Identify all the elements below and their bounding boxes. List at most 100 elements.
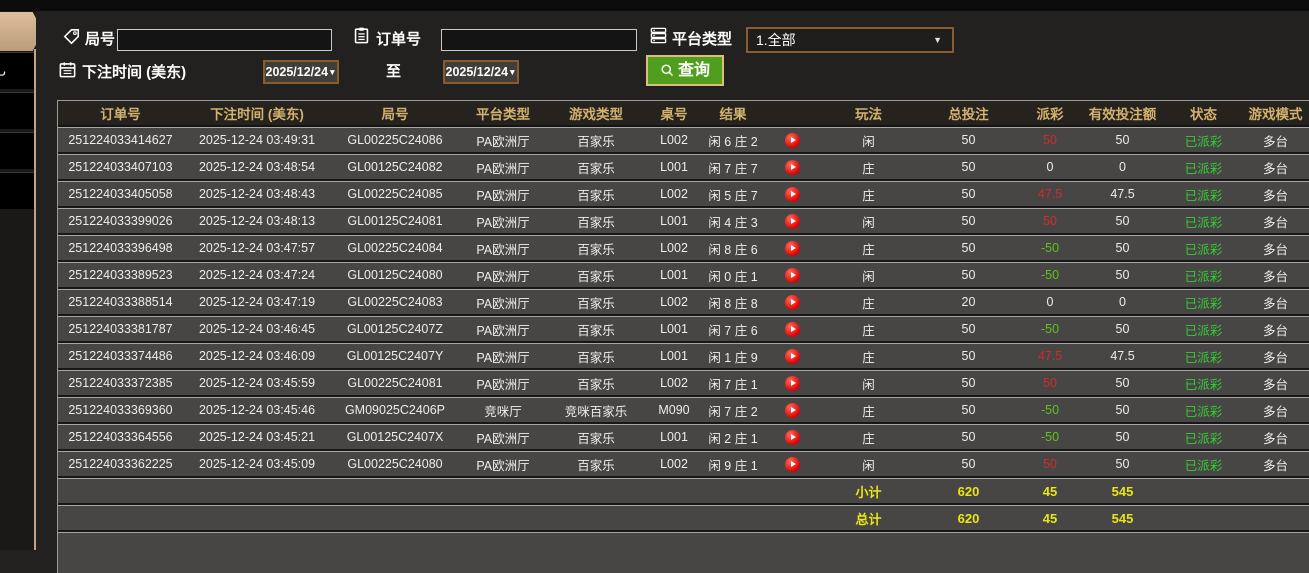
cell-payout: 0 [1021, 154, 1079, 181]
replay-icon[interactable] [784, 375, 800, 391]
cell-result: 闲 1 庄 9 [703, 343, 763, 370]
date-to-separator: 至 [386, 63, 402, 80]
cell-platform: PA欧洲厅 [459, 154, 547, 181]
cell-payout: 47.5 [1021, 181, 1079, 208]
platform-type-select[interactable]: 1.全部 ▼ [746, 27, 954, 53]
cell-bet-time: 2025-12-24 03:45:59 [183, 370, 331, 397]
cell-payout: -50 [1021, 424, 1079, 451]
column-header: 总投注 [916, 100, 1021, 127]
table-row: 251224033407103 2025-12-24 03:48:54 GL0012… [58, 154, 1309, 181]
cell-status: 已派彩 [1166, 370, 1241, 397]
replay-icon[interactable] [784, 321, 800, 337]
replay-icon[interactable] [784, 348, 800, 364]
cell-result: 闲 9 庄 1 [703, 451, 763, 478]
sidebar-item[interactable] [0, 132, 34, 169]
cell-play: 闲 [821, 262, 916, 289]
subtotal-row: 小计 620 45 545 [58, 478, 1309, 505]
clipboard-icon [352, 26, 371, 45]
cell-game-no: GL00125C2407X [331, 424, 459, 451]
cell-order-no: 251224033374486 [58, 343, 183, 370]
total-label: 总计 [821, 505, 916, 532]
cell-total-bet: 50 [916, 154, 1021, 181]
column-header: 结果 [703, 100, 763, 127]
cell-mode: 多台 [1241, 235, 1309, 262]
cell-payout: -50 [1021, 262, 1079, 289]
cell-replay [763, 451, 821, 478]
cell-game-type: 百家乐 [547, 235, 645, 262]
cell-bet-time: 2025-12-24 03:46:45 [183, 316, 331, 343]
table-row: 251224033405058 2025-12-24 03:48:43 GL0022… [58, 181, 1309, 208]
cell-payout: 0 [1021, 289, 1079, 316]
column-header: 局号 [331, 100, 459, 127]
cell-payout: 50 [1021, 208, 1079, 235]
sidebar-item[interactable]: 乚 [0, 52, 34, 89]
sidebar-divider [34, 49, 36, 550]
cell-result: 闲 6 庄 2 [703, 127, 763, 154]
cell-result: 闲 5 庄 7 [703, 181, 763, 208]
cell-platform: PA欧洲厅 [459, 289, 547, 316]
cell-result: 闲 8 庄 8 [703, 289, 763, 316]
replay-icon[interactable] [784, 186, 800, 202]
cell-game-type: 百家乐 [547, 262, 645, 289]
total-total-bet: 620 [916, 505, 1021, 532]
replay-icon[interactable] [784, 132, 800, 148]
replay-icon[interactable] [784, 213, 800, 229]
cell-total-bet: 50 [916, 370, 1021, 397]
subtotal-spacer [58, 478, 821, 505]
cell-game-no: GL00225C24080 [331, 451, 459, 478]
replay-icon[interactable] [784, 294, 800, 310]
empty-cell [58, 532, 1309, 573]
cell-bet-time: 2025-12-24 03:47:19 [183, 289, 331, 316]
total-spacer [1241, 505, 1309, 532]
cell-valid-bet: 50 [1079, 235, 1166, 262]
column-header: 派彩 [1021, 100, 1079, 127]
cell-valid-bet: 0 [1079, 154, 1166, 181]
cell-table-no: L001 [645, 154, 703, 181]
cell-order-no: 251224033405058 [58, 181, 183, 208]
replay-icon[interactable] [784, 159, 800, 175]
cell-table-no: L002 [645, 451, 703, 478]
replay-icon[interactable] [784, 429, 800, 445]
cell-status: 已派彩 [1166, 154, 1241, 181]
cell-bet-time: 2025-12-24 03:48:54 [183, 154, 331, 181]
table-row: 251224033396498 2025-12-24 03:47:57 GL0022… [58, 235, 1309, 262]
sidebar-item[interactable] [0, 92, 34, 129]
cell-valid-bet: 50 [1079, 127, 1166, 154]
cell-bet-time: 2025-12-24 03:45:46 [183, 397, 331, 424]
sidebar-active-tab[interactable] [0, 12, 36, 51]
cell-platform: PA欧洲厅 [459, 451, 547, 478]
date-from-value: 2025/12/24 [265, 65, 329, 79]
cell-replay [763, 208, 821, 235]
cell-game-no: GL00125C2407Z [331, 316, 459, 343]
cell-result: 闲 0 庄 1 [703, 262, 763, 289]
cell-total-bet: 50 [916, 316, 1021, 343]
cell-play: 闲 [821, 451, 916, 478]
chevron-down-icon: ▼ [933, 35, 942, 45]
table-row: 251224033374486 2025-12-24 03:46:09 GL0012… [58, 343, 1309, 370]
cell-mode: 多台 [1241, 208, 1309, 235]
sidebar-item[interactable] [0, 172, 34, 209]
cell-order-no: 251224033362225 [58, 451, 183, 478]
cell-game-no: GL00225C24084 [331, 235, 459, 262]
cell-table-no: M090 [645, 397, 703, 424]
cell-game-no: GM09025C2406P [331, 397, 459, 424]
query-button[interactable]: 查询 [646, 55, 724, 86]
replay-icon[interactable] [784, 240, 800, 256]
date-to-picker[interactable]: 2025/12/24▼ [443, 60, 519, 84]
subtotal-spacer [1241, 478, 1309, 505]
cell-platform: PA欧洲厅 [459, 208, 547, 235]
cell-game-no: GL00225C24083 [331, 289, 459, 316]
cell-total-bet: 50 [916, 208, 1021, 235]
replay-icon[interactable] [784, 267, 800, 283]
replay-icon[interactable] [784, 402, 800, 418]
order-no-input[interactable] [441, 29, 637, 51]
game-no-input[interactable] [117, 29, 332, 51]
replay-icon[interactable] [784, 456, 800, 472]
platform-icon [649, 26, 668, 45]
date-from-picker[interactable]: 2025/12/24▼ [263, 60, 339, 84]
cell-platform: PA欧洲厅 [459, 316, 547, 343]
cell-table-no: L001 [645, 424, 703, 451]
cell-payout: 50 [1021, 370, 1079, 397]
total-valid-bet: 545 [1079, 505, 1166, 532]
platform-type-label: 平台类型 [672, 31, 733, 48]
